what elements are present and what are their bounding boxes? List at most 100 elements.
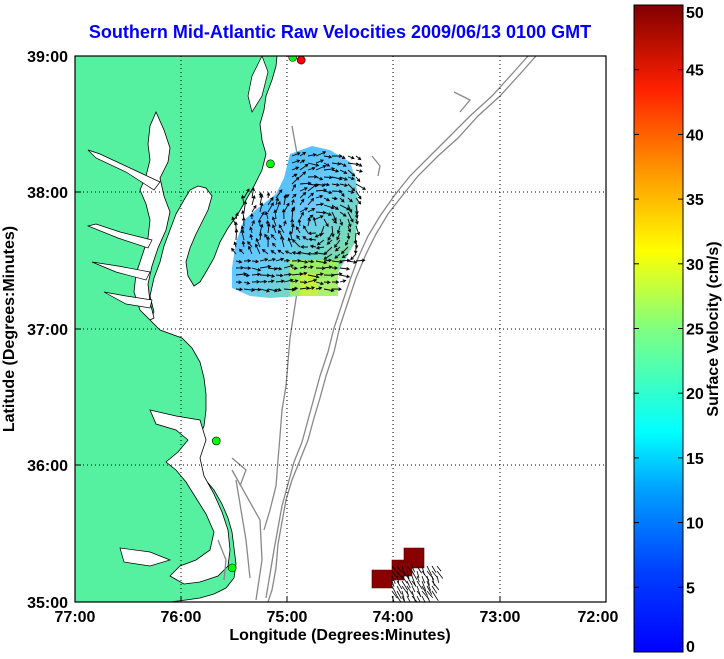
x-tick-label: 74:00 [373, 609, 414, 626]
colorbar-tick-label: 45 [686, 63, 704, 80]
velocity-arrow [339, 169, 348, 174]
velocity-arrow [261, 248, 269, 255]
velocity-arrow [416, 575, 420, 583]
velocity-arrow [267, 288, 279, 293]
velocity-arrow [323, 246, 333, 256]
velocity-arrow [331, 182, 340, 187]
velocity-arrow [406, 590, 409, 598]
velocity-arrow [307, 278, 318, 283]
y-tick-labels: 35:00 36:00 37:00 38:00 39:00 [27, 49, 68, 612]
velocity-arrow [406, 570, 410, 579]
velocity-arrow [416, 565, 422, 574]
velocity-arrow [275, 287, 282, 292]
velocity-arrow [291, 173, 298, 178]
velocity-arrow [391, 575, 396, 585]
velocity-arrow [314, 251, 325, 255]
velocity-arrow [426, 575, 430, 586]
velocity-arrow [355, 258, 366, 263]
velocity-arrow [426, 565, 433, 576]
velocity-arrow [275, 266, 283, 271]
x-tick-label: 77:00 [55, 609, 96, 626]
velocity-arrow [251, 219, 255, 227]
velocity-arrow [267, 196, 274, 206]
velocity-arrow [431, 580, 440, 591]
x-tick-label: 72:00 [578, 609, 619, 626]
pamlico-sound [149, 409, 231, 585]
velocity-arrow [436, 565, 442, 572]
velocity-arrow [339, 204, 351, 211]
velocity-arrow [339, 155, 346, 159]
velocity-arrow [240, 229, 245, 241]
velocity-arrow [235, 212, 239, 220]
velocity-arrow [331, 287, 342, 291]
velocity-arrow [315, 183, 326, 187]
velocity-arrow [416, 570, 420, 579]
velocity-arrow [426, 590, 434, 598]
velocity-arrow [267, 274, 276, 278]
velocity-arrow [391, 570, 398, 579]
velocity-arrow [426, 585, 433, 595]
velocity-arrow [307, 274, 320, 279]
velocity-arrow [299, 271, 308, 276]
velocity-arrow [307, 286, 316, 290]
velocity-arrow [299, 207, 309, 213]
velocity-arrow [316, 239, 325, 246]
velocity-arrow [355, 162, 363, 167]
velocity-arrow [323, 175, 333, 180]
velocity-arrow [271, 216, 277, 227]
velocity-arrow [291, 198, 295, 206]
velocity-arrow [340, 246, 349, 255]
velocity-arrow [249, 233, 253, 241]
velocity-arrow [411, 565, 416, 573]
velocity-arrow [283, 193, 288, 206]
velocity-arrow [271, 242, 277, 248]
velocity-arrow [315, 165, 327, 171]
velocity-arrow [290, 218, 294, 227]
velocity-arrow [267, 222, 271, 234]
velocity-arrow [306, 251, 317, 256]
velocity-arrow [307, 231, 317, 236]
velocity-arrow [243, 266, 252, 270]
radar-station-marker [211, 436, 221, 446]
velocity-arrow [331, 196, 338, 201]
velocity-arrow [347, 169, 356, 177]
velocity-arrow [233, 241, 238, 248]
velocity-arrow [257, 218, 262, 227]
velocity-arrow [259, 211, 265, 220]
velocity-arrow [355, 155, 362, 161]
velocity-arrow [307, 259, 315, 264]
velocity-arrow [416, 580, 423, 590]
velocity-arrow [323, 197, 331, 202]
velocity-arrow [308, 237, 317, 242]
velocity-arrow [303, 225, 309, 234]
velocity-arrow [354, 239, 359, 249]
velocity-arrow [323, 258, 333, 263]
velocity-arrow [396, 565, 402, 572]
velocity-arrow [323, 190, 333, 195]
velocity-arrow [307, 183, 318, 192]
velocity-arrow [339, 211, 347, 217]
velocity-arrow [436, 575, 440, 583]
velocity-arrow [309, 244, 317, 249]
velocity-arrow [315, 202, 325, 207]
velocity-arrow [323, 288, 335, 293]
velocity-arrow [401, 595, 406, 602]
velocity-arrow [315, 151, 327, 157]
velocity-arrow [299, 187, 308, 192]
velocity-arrow [336, 225, 341, 235]
velocity-arrow [283, 272, 293, 277]
velocity-arrow [291, 183, 296, 192]
velocity-arrow [248, 245, 253, 255]
colorbar-tick-label: 20 [686, 386, 704, 403]
velocity-arrow [406, 565, 413, 572]
velocity-arrow [307, 166, 316, 171]
velocity-arrow [283, 264, 294, 269]
velocity-arrow [259, 288, 270, 293]
velocity-arrow [291, 193, 297, 199]
velocity-arrow [291, 266, 298, 271]
colorbar-title: Surface Velocity (cm/s) [705, 241, 722, 416]
velocity-arrow [315, 176, 324, 181]
velocity-arrow [331, 162, 342, 166]
velocity-arrow [281, 208, 286, 220]
velocity-arrow [264, 233, 269, 241]
